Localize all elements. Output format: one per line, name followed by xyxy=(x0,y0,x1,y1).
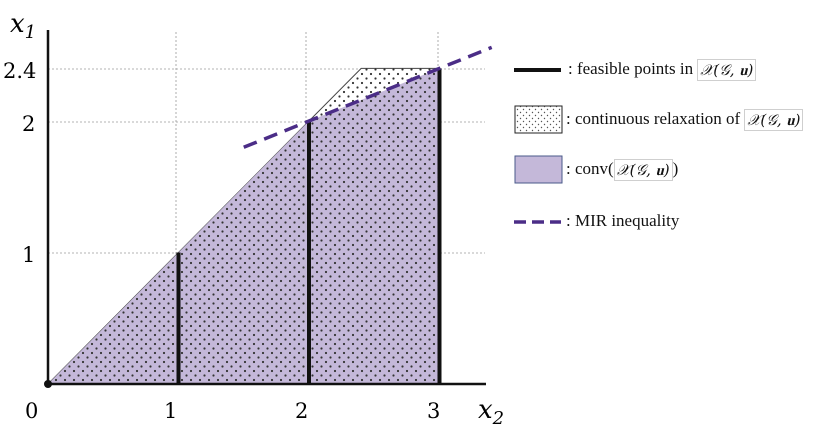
x-axis-label: x2 xyxy=(478,395,504,425)
y-tick-2.4: 2.4 xyxy=(3,59,36,83)
legend-relaxation-text: : continuous relaxation of xyxy=(566,109,741,128)
legend-feasible-label: : feasible points in 𝒳(𝒢, 𝐮) xyxy=(568,59,757,82)
legend-relaxation-swatch xyxy=(514,105,563,134)
y-tick-1: 1 xyxy=(22,243,35,267)
y-axis-label: x1 xyxy=(10,9,36,43)
x-tick-2: 2 xyxy=(295,399,308,423)
legend-relaxation-math: 𝒳(𝒢, 𝐮) xyxy=(744,109,804,132)
legend-mir-text: : MIR inequality xyxy=(566,211,680,230)
legend-conv-label: : conv(𝒳(𝒢, 𝐮)) xyxy=(566,159,679,182)
x-tick-1: 1 xyxy=(164,399,177,423)
legend-relaxation-label: : continuous relaxation of 𝒳(𝒢, 𝐮) xyxy=(566,109,804,132)
feasible-segments xyxy=(176,68,442,384)
legend-conv-text: : conv( xyxy=(566,159,614,178)
legend-conv-suffix: ) xyxy=(672,159,679,178)
origin-point xyxy=(44,380,52,388)
legend-mir-label: : MIR inequality xyxy=(566,211,679,231)
y-tick-2: 2 xyxy=(22,112,35,136)
x-tick-0: 0 xyxy=(25,399,38,423)
x-tick-3: 3 xyxy=(427,399,440,423)
convex-hull-dots xyxy=(48,68,440,385)
legend-conv-swatch xyxy=(514,155,563,184)
mir-inequality-line xyxy=(243,45,493,149)
legend-feasible-math: 𝒳(𝒢, 𝐮) xyxy=(697,59,757,82)
legend-conv-math: 𝒳(𝒢, 𝐮) xyxy=(613,159,673,182)
legend-feasible-text: : feasible points in xyxy=(568,59,694,78)
